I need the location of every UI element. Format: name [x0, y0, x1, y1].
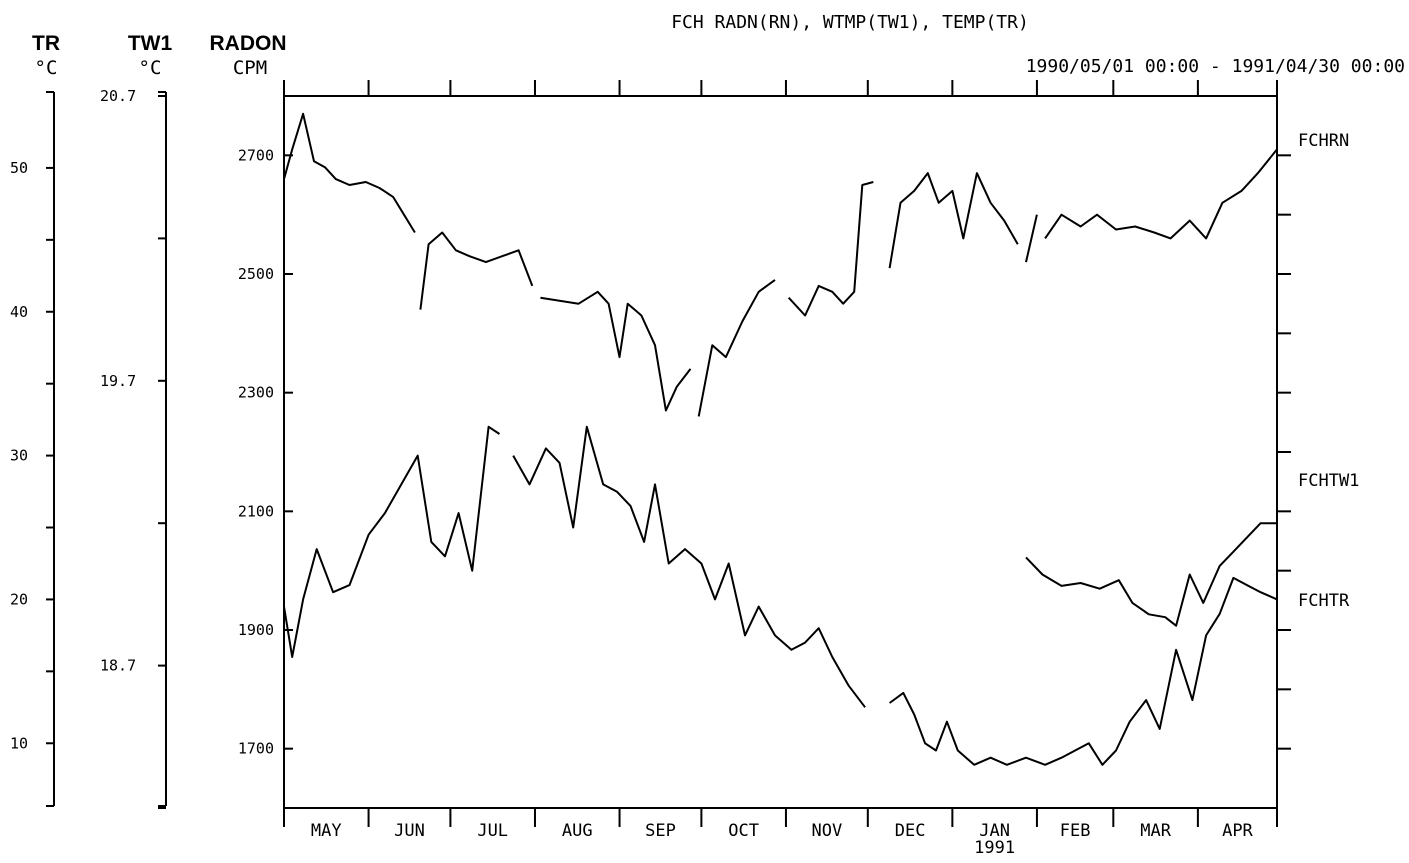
series-label-fchrn: FCHRN [1298, 131, 1349, 151]
series-line-fchtr [513, 427, 865, 708]
radon-axis-label: RADON [210, 32, 287, 55]
tr-tick-label: 20 [10, 590, 28, 608]
x-tick-label: MAR [1140, 821, 1171, 841]
x-tick-label: DEC [895, 821, 926, 841]
series-label-fchtw1: FCHTW1 [1298, 471, 1359, 491]
date-range: 1990/05/01 00:00 - 1991/04/30 00:00 [1026, 56, 1405, 77]
label-layer: 2700 2500 2300 2100 1900 1700 MAY JUN JUL AUG SEP O… [10, 87, 1359, 858]
radon-tick-label: 2100 [238, 502, 274, 520]
radon-axis-unit: CPM [233, 57, 267, 79]
tw1-axis-label: TW1 [128, 32, 173, 55]
plot-frame [284, 96, 1277, 808]
x-tick-label: APR [1222, 821, 1253, 841]
radon-tick-label: 2700 [238, 146, 274, 164]
series-line-fchrn [284, 114, 415, 233]
series-line-fchtr [890, 578, 1277, 765]
tw1-tick-label: 19.7 [100, 372, 136, 390]
chart-title: FCH RADN(RN), WTMP(TW1), TEMP(TR) [671, 12, 1029, 33]
radon-tick-label: 1900 [238, 621, 274, 639]
x-year-label: 1991 [974, 838, 1015, 858]
tw1-tick-label: 18.7 [100, 657, 136, 675]
series-line-fchrn [789, 182, 874, 316]
tr-tick-label: 30 [10, 447, 28, 465]
tr-tick-label: 40 [10, 303, 28, 321]
x-tick-label: JUL [477, 821, 508, 841]
tw1-axis-unit: °C [139, 57, 162, 79]
series-line-fchtw1 [1026, 523, 1277, 626]
series-line-fchrn [1045, 149, 1277, 238]
radon-tick-label: 2300 [238, 384, 274, 402]
series-line-fchrn [1026, 215, 1037, 262]
series-layer [284, 114, 1277, 765]
series-line-fchrn [890, 173, 1018, 268]
x-tick-label: NOV [812, 821, 843, 841]
x-tick-label: JUN [394, 821, 425, 841]
tr-axis-label: TR [32, 32, 60, 55]
series-line-fchrn [699, 280, 775, 417]
x-tick-label: AUG [562, 821, 593, 841]
series-line-fchtr [284, 427, 500, 657]
radon-tick-label: 1700 [238, 740, 274, 758]
tw1-tick-label: 20.7 [100, 87, 136, 105]
tr-axis-unit: °C [35, 57, 58, 79]
tr-tick-label: 10 [10, 734, 28, 752]
series-label-fchtr: FCHTR [1298, 591, 1350, 611]
series-line-fchrn [540, 292, 690, 411]
tr-tick-label: 50 [10, 159, 28, 177]
series-line-fchrn [420, 233, 532, 310]
x-tick-label: MAY [311, 821, 342, 841]
x-tick-label: OCT [728, 821, 759, 841]
x-tick-label: FEB [1060, 821, 1091, 841]
axes-layer [46, 80, 1291, 827]
radon-tick-label: 2500 [238, 265, 274, 283]
x-tick-label: SEP [645, 821, 676, 841]
